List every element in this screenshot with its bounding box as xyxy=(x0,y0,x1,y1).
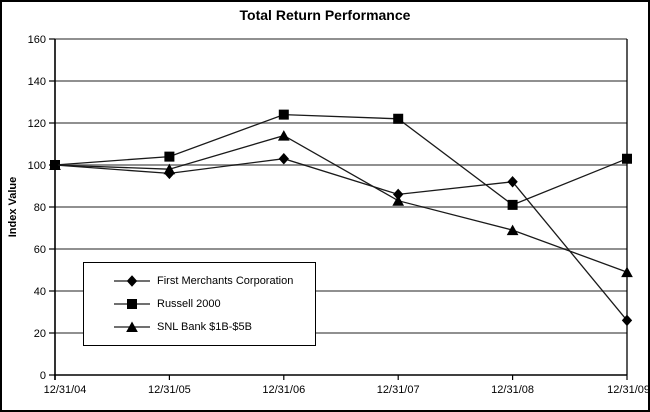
series-2-marker-triangle xyxy=(392,195,405,206)
x-tick-label: 12/31/08 xyxy=(491,384,534,396)
legend-label: Russell 2000 xyxy=(157,297,221,310)
x-tick-label: 12/31/05 xyxy=(148,384,191,396)
series-1-marker-square xyxy=(278,109,289,120)
legend-label: SNL Bank $1B-$5B xyxy=(157,321,252,334)
series-1-marker-square xyxy=(622,153,632,164)
legend: First Merchants Corporation Russell 2000 S… xyxy=(83,262,316,346)
x-tick-label: 12/31/04 xyxy=(44,384,87,396)
diamond-marker-icon xyxy=(114,274,150,287)
series-2-marker-triangle xyxy=(506,224,519,236)
series-1-marker-square xyxy=(507,199,518,210)
y-tick-label: 40 xyxy=(34,286,46,298)
series-0-marker-diamond xyxy=(278,152,289,165)
y-tick-label: 20 xyxy=(34,328,46,340)
series-1-marker-square xyxy=(393,113,404,124)
y-tick-label: 160 xyxy=(28,34,46,46)
y-tick-label: 0 xyxy=(40,370,46,382)
legend-item-1: Russell 2000 xyxy=(114,298,311,310)
legend-item-2: SNL Bank $1B-$5B xyxy=(114,321,311,333)
triangle-marker-icon xyxy=(114,321,150,333)
y-tick-label: 80 xyxy=(34,202,46,214)
square-marker-icon xyxy=(114,298,150,309)
series-line-1 xyxy=(54,113,628,206)
legend-item-0: First Merchants Corporation xyxy=(114,275,311,287)
y-tick-label: 120 xyxy=(28,118,46,130)
series-0-marker-diamond xyxy=(507,176,518,188)
series-line-0 xyxy=(54,158,628,321)
series-line-2 xyxy=(54,134,628,273)
series-2-marker-triangle xyxy=(163,163,176,175)
y-tick-label: 140 xyxy=(28,76,46,88)
series-2-marker-triangle xyxy=(49,159,61,170)
x-tick-label: 12/31/07 xyxy=(377,384,420,396)
legend-label: First Merchants Corporation xyxy=(157,274,294,287)
y-tick-label: 60 xyxy=(34,244,46,256)
series-2-marker-triangle xyxy=(621,266,633,278)
x-tick-label: 12/31/09 xyxy=(607,384,650,396)
x-tick-label: 12/31/06 xyxy=(262,384,305,396)
series-0-marker-diamond xyxy=(621,314,633,327)
y-tick-label: 100 xyxy=(28,160,46,172)
series-2-marker-triangle xyxy=(277,130,290,141)
chart-title: Total Return Performance xyxy=(239,7,411,23)
series-1-marker-square xyxy=(164,151,175,162)
